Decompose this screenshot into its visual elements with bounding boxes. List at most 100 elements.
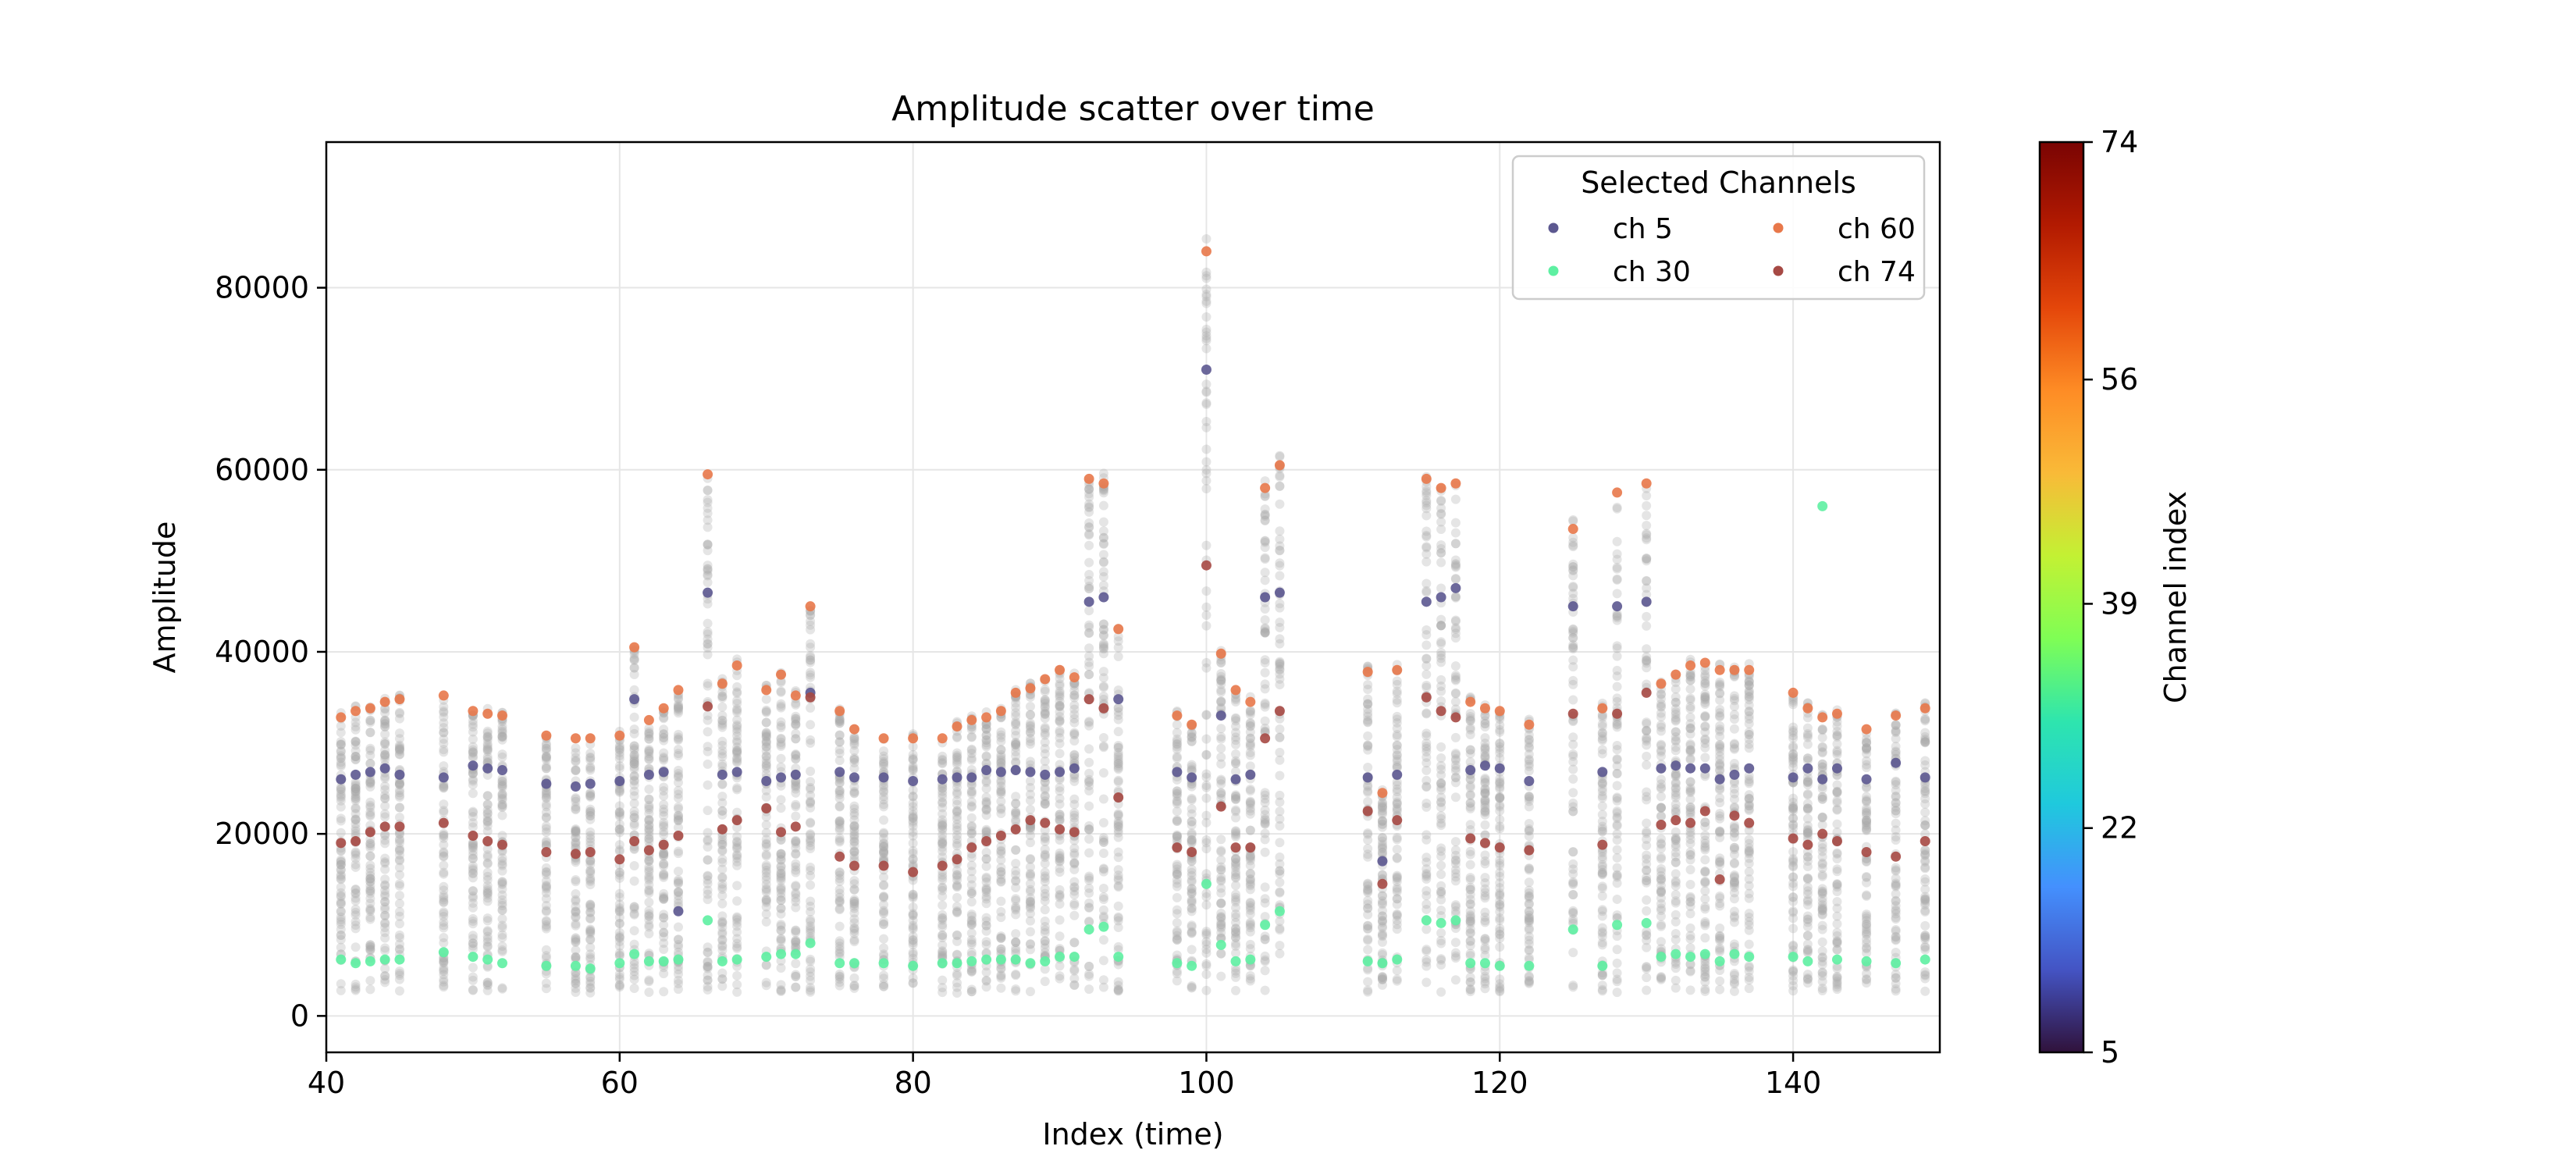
background-point <box>541 867 551 877</box>
background-point <box>966 987 977 997</box>
background-point <box>1201 959 1212 969</box>
background-point <box>336 721 346 731</box>
background-point <box>1788 847 1799 857</box>
background-point <box>439 831 449 841</box>
background-point <box>717 884 728 894</box>
background-point <box>1069 749 1080 760</box>
background-point <box>350 737 361 747</box>
background-point <box>1216 927 1226 938</box>
background-point <box>703 855 713 865</box>
background-point <box>673 934 683 945</box>
background-point <box>439 981 449 991</box>
background-point <box>806 735 816 745</box>
background-point <box>1642 733 1652 743</box>
background-point <box>1480 774 1490 784</box>
background-point <box>350 814 361 824</box>
background-point <box>1231 714 1241 724</box>
background-point <box>791 865 801 875</box>
background-point <box>717 927 728 938</box>
background-point <box>1098 895 1108 905</box>
background-point <box>350 884 361 895</box>
background-point <box>1612 536 1622 546</box>
background-point <box>761 909 771 919</box>
background-point <box>571 756 581 767</box>
background-point <box>791 982 801 992</box>
background-point <box>806 906 816 917</box>
background-point <box>981 874 991 884</box>
background-point <box>482 913 493 924</box>
background-point <box>468 898 478 908</box>
background-point <box>439 734 449 744</box>
background-point <box>350 792 361 802</box>
background-point <box>336 899 346 909</box>
background-point <box>644 888 654 899</box>
background-point <box>350 752 361 762</box>
background-point <box>806 829 816 839</box>
background-point <box>571 874 581 884</box>
background-point <box>938 975 948 985</box>
background-point <box>497 774 507 784</box>
background-point <box>468 886 478 896</box>
background-point <box>482 926 493 936</box>
background-point <box>791 698 801 708</box>
background-point <box>1568 633 1578 643</box>
background-point <box>571 978 581 988</box>
background-point <box>380 857 390 867</box>
background-point <box>585 874 596 884</box>
background-point <box>1568 625 1578 635</box>
background-point <box>644 800 654 810</box>
background-point <box>482 981 493 991</box>
background-point <box>439 840 449 850</box>
background-point <box>1450 518 1461 528</box>
background-point <box>996 775 1006 785</box>
background-point <box>1084 801 1094 811</box>
background-point <box>541 743 551 753</box>
background-point <box>1098 975 1108 985</box>
background-point <box>380 838 390 849</box>
background-point <box>1216 697 1226 707</box>
background-point <box>879 782 889 792</box>
background-point <box>659 848 669 858</box>
background-point <box>659 869 669 879</box>
background-point <box>336 795 346 806</box>
background-point <box>394 709 404 719</box>
background-point <box>336 874 346 884</box>
background-point <box>776 733 786 743</box>
background-point <box>336 753 346 763</box>
background-point <box>614 783 624 793</box>
background-point <box>571 952 581 963</box>
background-point <box>717 692 728 702</box>
background-point <box>1392 924 1402 934</box>
background-point <box>776 884 786 894</box>
background-point <box>761 865 771 875</box>
background-point <box>761 842 771 852</box>
background-point <box>1084 902 1094 913</box>
background-point <box>1524 977 1534 988</box>
background-point <box>394 844 404 854</box>
background-point <box>336 942 346 952</box>
background-point <box>1363 694 1373 704</box>
background-point <box>673 749 683 759</box>
background-point <box>336 979 346 989</box>
background-point <box>394 779 404 789</box>
background-point <box>468 753 478 763</box>
background-point <box>629 775 639 785</box>
background-point <box>834 949 845 959</box>
background-point <box>761 694 771 704</box>
background-point <box>1612 988 1622 998</box>
background-point <box>732 721 742 731</box>
background-point <box>703 715 713 725</box>
background-point <box>497 749 507 760</box>
background-point <box>365 874 375 884</box>
background-point <box>541 884 551 894</box>
background-point <box>1055 749 1065 759</box>
background-point <box>1201 602 1212 612</box>
background-point <box>629 764 639 774</box>
background-point <box>732 757 742 767</box>
background-point <box>806 843 816 853</box>
background-point <box>468 747 478 757</box>
background-point <box>394 919 404 929</box>
background-point <box>1011 937 1021 947</box>
background-point <box>966 749 977 759</box>
background-point <box>806 655 816 665</box>
